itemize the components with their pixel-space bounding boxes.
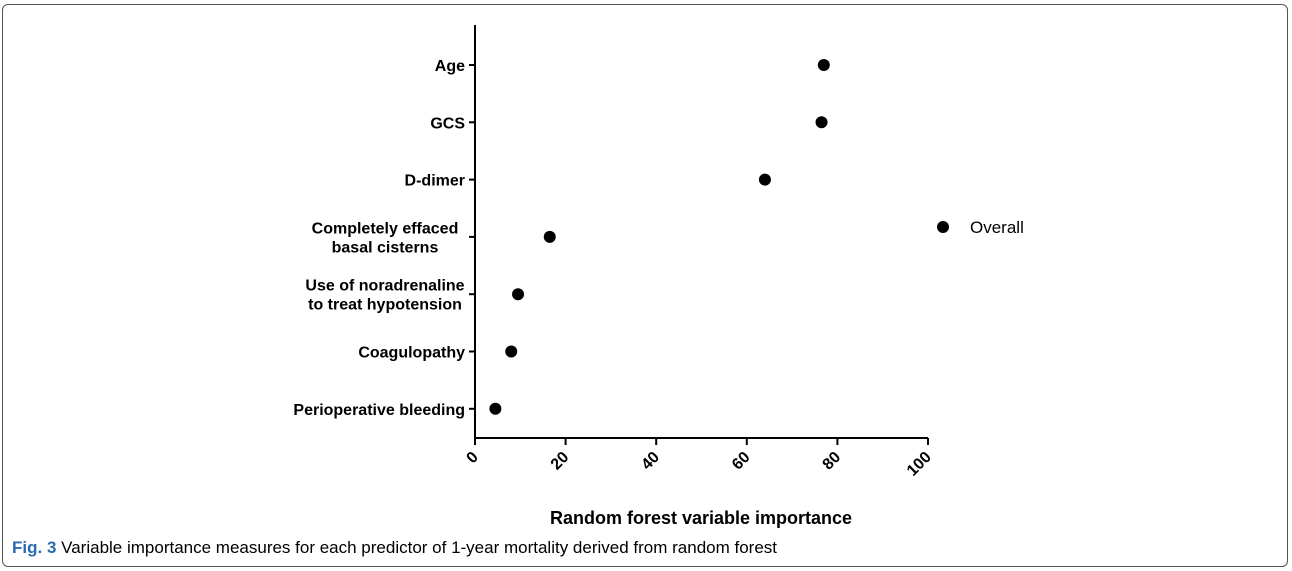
category-label: GCS xyxy=(430,115,465,132)
category-label: to treat hypotension xyxy=(308,297,462,314)
category-label: D-dimer xyxy=(405,173,465,190)
x-axis-title: Random forest variable importance xyxy=(550,508,852,528)
caption-label: Fig. 3 xyxy=(12,538,57,557)
category-label: basal cisterns xyxy=(332,239,439,256)
chart: Age GCS D-dimer Completely effaced basal cis… xyxy=(293,25,1024,528)
x-tick-label: 40 xyxy=(638,449,663,474)
figure-frame xyxy=(2,4,1288,567)
data-point xyxy=(489,402,502,415)
data-point xyxy=(758,173,771,186)
x-tick-label: 60 xyxy=(729,449,754,474)
data-point xyxy=(543,230,556,243)
caption-text: Variable importance measures for each pr… xyxy=(61,538,778,557)
data-point xyxy=(505,345,518,358)
data-point xyxy=(512,288,525,301)
figure-caption: Fig. 3 Variable importance measures for … xyxy=(12,538,777,558)
x-tick-label: 20 xyxy=(548,449,573,474)
category-label: Coagulopathy xyxy=(358,345,465,362)
category-label: Perioperative bleeding xyxy=(293,402,465,419)
x-tick-label: 0 xyxy=(464,449,482,467)
legend-marker xyxy=(937,221,949,233)
legend-label: Overall xyxy=(970,218,1024,237)
category-label: Age xyxy=(435,58,465,75)
category-label: Use of noradrenaline xyxy=(305,278,464,295)
data-point xyxy=(815,116,828,129)
x-tick-label: 80 xyxy=(820,449,845,474)
x-tick-label: 100 xyxy=(904,449,935,480)
category-label: Completely effaced xyxy=(312,220,459,237)
data-point xyxy=(817,59,830,71)
